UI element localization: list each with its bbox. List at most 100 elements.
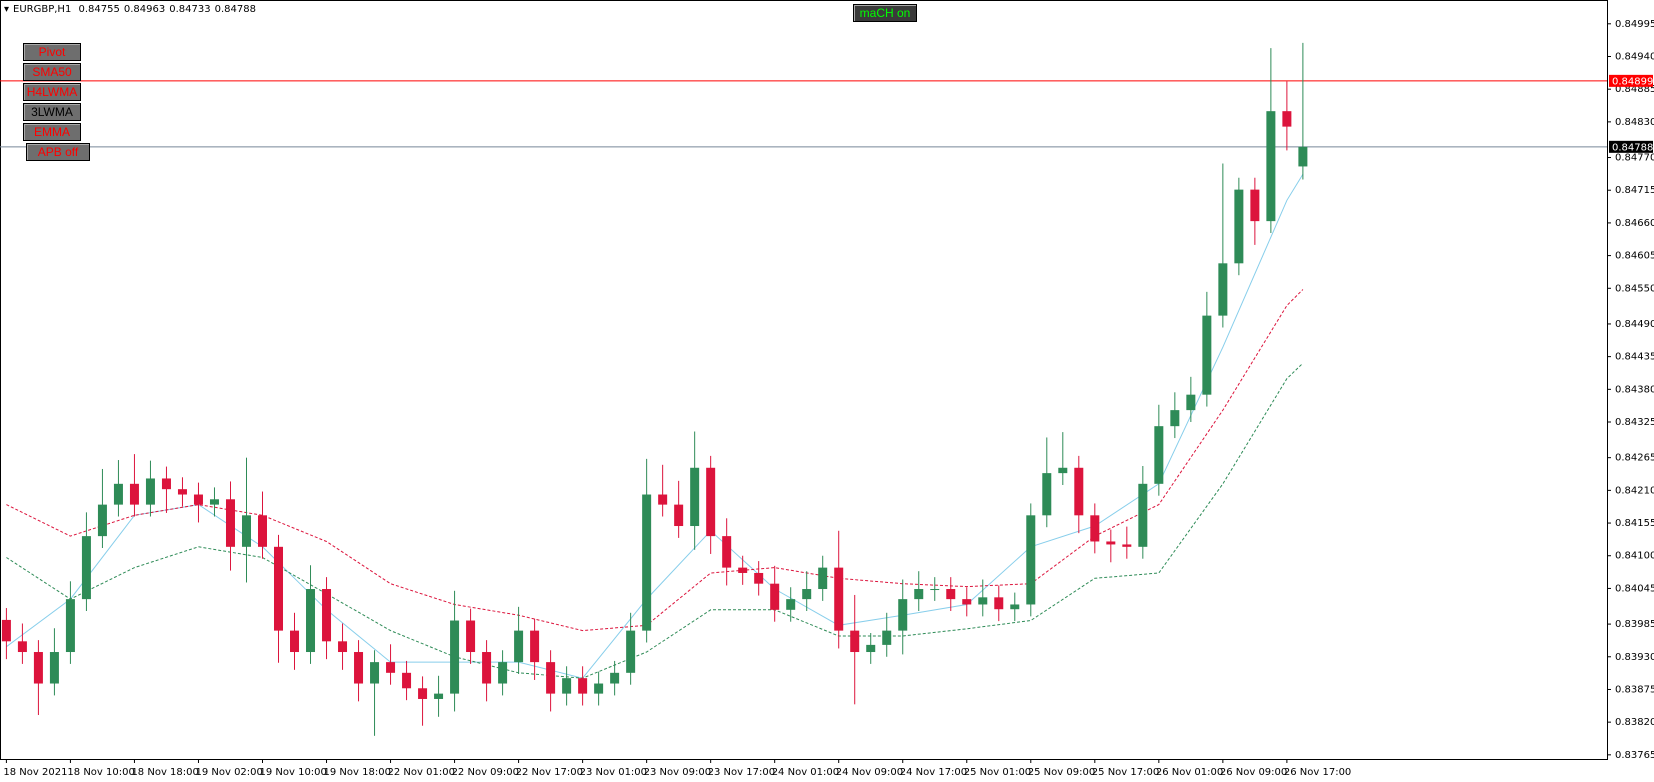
y-tick-label: 0.84045 [1615,583,1654,594]
candle-body [1298,146,1308,167]
y-tick-label: 0.84100 [1615,551,1654,562]
x-tick-label: 18 Nov 10:00 [67,767,134,778]
candle-body [354,652,364,684]
candle-body [1138,483,1148,547]
candle-body [626,630,636,673]
y-tick-label: 0.83930 [1615,652,1654,663]
indicator-button[interactable]: Pivot [23,43,81,61]
y-tick-label: 0.84265 [1615,453,1654,464]
x-tick-label: 19 Nov 18:00 [324,767,391,778]
candle-body [1234,189,1244,264]
candle-body [1250,189,1260,222]
candle-body [866,644,876,653]
candle-body [1058,467,1068,474]
x-tick-label: 24 Nov 09:00 [836,767,903,778]
candle-body [177,489,187,495]
candle-body [770,583,780,610]
ohlc-low: 0.84733 [169,4,211,15]
candle-body [1122,544,1132,547]
candle-body [1090,515,1100,542]
candle-body [113,483,123,505]
ohlc-close: 0.84788 [214,4,256,15]
menu-arrow[interactable]: ▾ [4,4,10,15]
candle-body [642,494,652,631]
y-tick-label: 0.84490 [1615,319,1654,330]
candle-body [290,630,300,653]
candle-body [241,515,251,547]
chart-header: ▾ EURGBP,H1 0.84755 0.84963 0.84733 0.84788 [4,4,260,15]
candle-body [209,499,219,505]
candle-body [722,536,732,568]
y-tick-label: 0.84155 [1615,518,1654,529]
candle-body [546,662,556,694]
candle-body [818,567,828,590]
candle-body [33,652,43,684]
x-tick-label: 22 Nov 17:00 [516,767,583,778]
x-tick-label: 25 Nov 01:00 [964,767,1031,778]
x-tick-label: 18 Nov 2021 [3,767,67,778]
x-tick-label: 26 Nov 01:00 [1156,767,1223,778]
plot-frame [0,0,1608,760]
y-tick-label: 0.84885 [1615,84,1654,95]
candle-body [322,589,332,642]
indicator-button[interactable]: 3LWMA [23,103,81,121]
candle-body [161,478,171,490]
candle-body [962,599,972,605]
y-tick-label: 0.84550 [1615,283,1654,294]
candle-body [418,688,428,699]
x-tick-label: 18 Nov 18:00 [131,767,198,778]
candle-body [274,546,284,631]
candle-body [514,630,524,663]
indicator-button[interactable]: SMA50 [23,63,81,81]
candle-body [49,652,59,684]
candle-body [1282,111,1292,127]
indicator-button[interactable]: APB off [26,143,90,161]
candle-body [1154,426,1164,484]
candle-body [738,567,748,573]
y-tick-label: 0.84435 [1615,352,1654,363]
candle-body [1218,263,1228,316]
candle-body [802,589,812,600]
candle-body [994,597,1004,610]
y-tick-label: 0.84325 [1615,417,1654,428]
x-tick-label: 24 Nov 01:00 [772,767,839,778]
y-tick-label: 0.84660 [1615,218,1654,229]
candle-body [674,504,684,527]
indicator-button[interactable]: EMMA [23,123,81,141]
y-tick-label: 0.84830 [1615,117,1654,128]
candle-body [1202,315,1212,395]
candle-body [434,693,444,699]
ma-line [6,362,1304,679]
candle-body [306,589,316,653]
candle-body [578,678,588,694]
candle-body [1106,541,1116,545]
y-tick-label: 0.84940 [1615,51,1654,62]
indicator-button[interactable]: H4LWMA [23,83,81,101]
candle-body [450,620,460,694]
y-tick-label: 0.84380 [1615,384,1654,395]
price-label-box [1609,140,1653,153]
x-tick-label: 23 Nov 01:00 [580,767,647,778]
x-tick-label: 25 Nov 17:00 [1092,767,1159,778]
toggle-button[interactable]: maCH on [853,4,917,22]
candle-body [834,567,844,631]
candle-body [145,478,155,505]
x-tick-label: 23 Nov 17:00 [708,767,775,778]
x-tick-label: 19 Nov 10:00 [259,767,326,778]
candle-body [225,499,235,547]
candle-body [754,572,764,584]
y-tick-label: 0.83875 [1615,684,1654,695]
candle-body [946,589,956,600]
candle-body [1042,473,1052,516]
candle-body [786,599,796,610]
candle-body [338,641,348,653]
candle-body [1,619,11,642]
x-tick-label: 26 Nov 17:00 [1284,767,1351,778]
y-tick-label: 0.84770 [1615,153,1654,164]
y-tick-label: 0.84715 [1615,185,1654,196]
x-tick-label: 26 Nov 09:00 [1220,767,1287,778]
y-tick-label: 0.83765 [1615,750,1654,761]
price-label-box [1609,74,1653,87]
candle-body [690,467,700,527]
